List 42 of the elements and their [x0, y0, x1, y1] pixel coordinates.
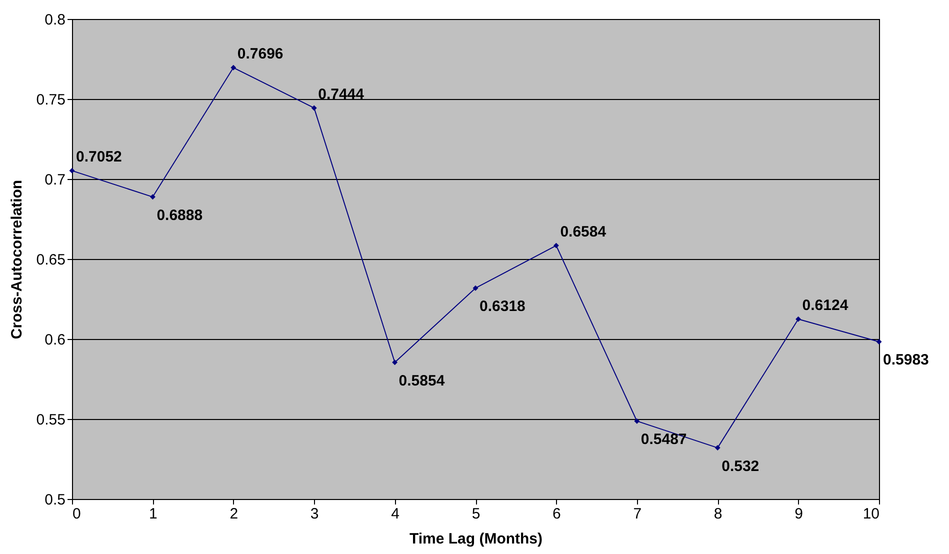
data-label: 0.5487 — [640, 431, 687, 448]
x-tick-label: 9 — [794, 506, 803, 522]
data-label: 0.6888 — [156, 206, 203, 224]
point — [714, 445, 720, 451]
data-label: 0.6124 — [802, 297, 849, 314]
y-tick-label: 0.65 — [36, 252, 66, 268]
data-label: 0.5983 — [883, 352, 929, 369]
point — [230, 64, 236, 70]
point — [150, 194, 156, 200]
data-label: 0.7696 — [237, 46, 284, 63]
y-tick-label: 0.6 — [44, 332, 66, 348]
data-label: 0.7052 — [76, 148, 122, 166]
y-tick-label: 0.7 — [44, 172, 66, 188]
y-tick-label: 0.8 — [44, 12, 66, 28]
point — [311, 105, 317, 111]
x-tick-label: 4 — [391, 506, 400, 522]
data-label: 0.7444 — [318, 86, 365, 103]
y-axis-title: Cross-Autocorrelation — [8, 180, 26, 340]
x-tick-label: 5 — [472, 506, 480, 522]
data-label: 0.532 — [722, 458, 760, 475]
x-axis-title: Time Lag (Months) — [409, 530, 543, 548]
x-tick-label: 8 — [714, 506, 722, 522]
x-tick-label: 0 — [72, 506, 81, 522]
y-tick-label: 0.55 — [36, 412, 66, 428]
point — [634, 418, 640, 424]
data-label: 0.6584 — [560, 224, 607, 241]
x-tick-label: 7 — [633, 506, 642, 522]
point — [472, 285, 478, 291]
point — [553, 242, 559, 248]
x-tick-label: 2 — [230, 506, 238, 522]
y-tick-label: 0.75 — [36, 92, 66, 108]
x-tick-label: 6 — [552, 506, 561, 522]
point — [796, 316, 802, 322]
x-tick-label: 10 — [862, 506, 880, 522]
x-tick-label: 3 — [310, 506, 319, 522]
y-tick-label: 0.5 — [44, 492, 66, 508]
point — [392, 360, 398, 366]
x-tick-label: 1 — [149, 506, 158, 522]
data-label: 0.5854 — [398, 372, 446, 390]
data-label: 0.6318 — [480, 298, 526, 316]
point — [876, 338, 882, 344]
point — [69, 168, 75, 174]
